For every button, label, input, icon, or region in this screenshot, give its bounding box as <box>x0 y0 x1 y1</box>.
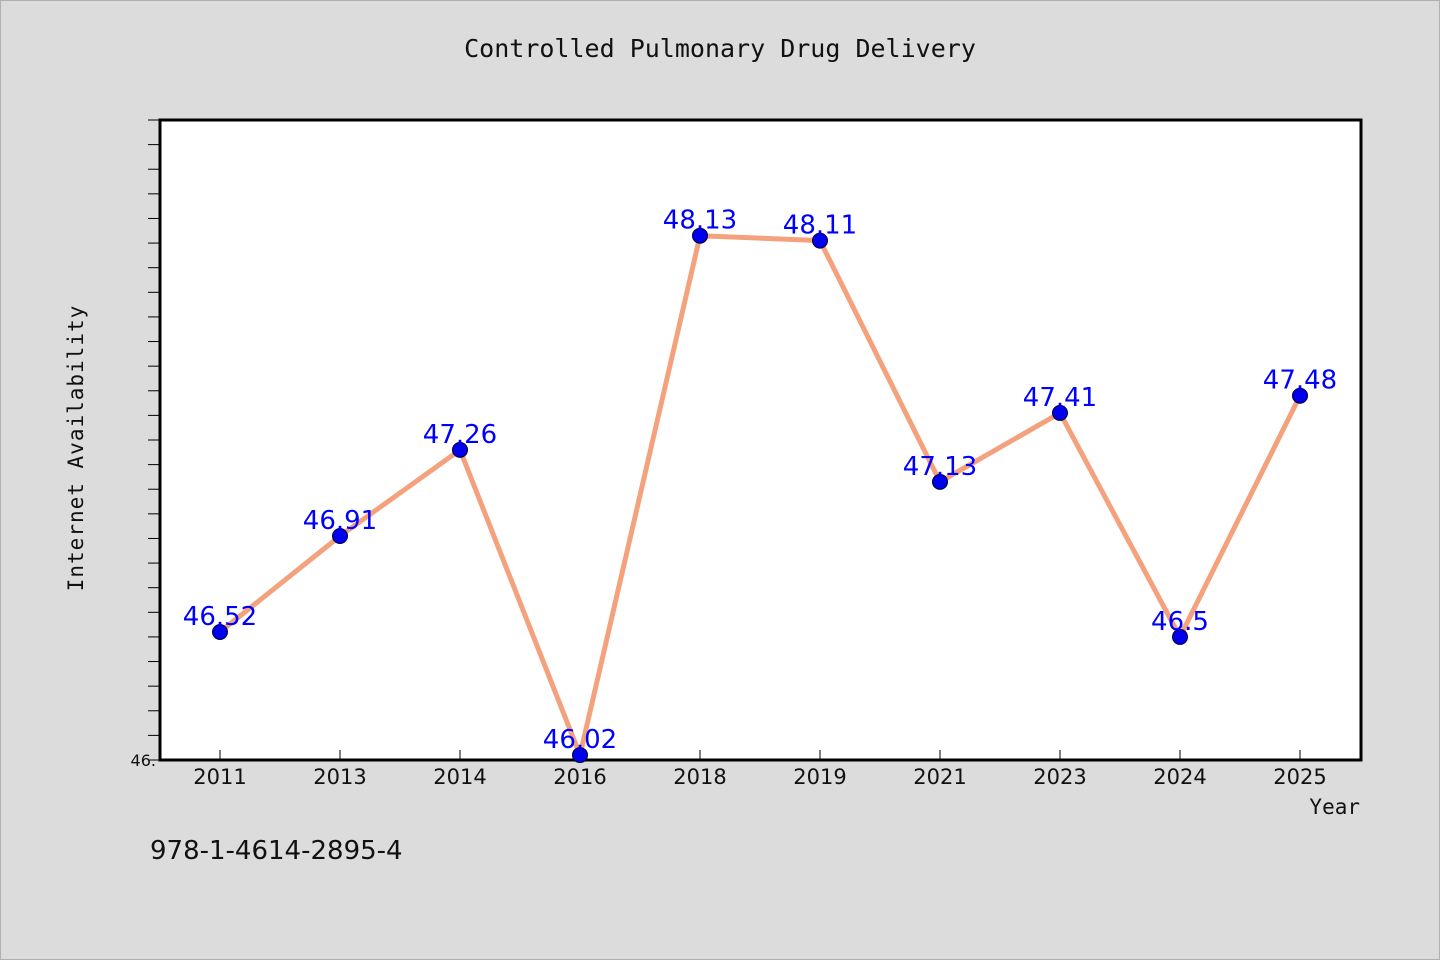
x-tick-label: 2019 <box>793 765 846 789</box>
data-label: 47.41 <box>1023 383 1097 413</box>
footer-code: 978-1-4614-2895-4 <box>150 836 403 866</box>
data-labels-group: 46.52 46.91 47.26 46.02 48.13 48.11 47.13 47.41… <box>183 206 1337 755</box>
x-tick-label: 2011 <box>193 765 246 789</box>
x-tick-label: 2023 <box>1033 765 1086 789</box>
y-axis-ticks: 46. <box>131 119 160 770</box>
chart-title: Controlled Pulmonary Drug Delivery <box>464 34 976 63</box>
data-point <box>812 232 828 249</box>
x-axis-ticks: 2011 2013 2014 2016 2018 2019 2021 2023 2024 2025 <box>193 750 1327 789</box>
data-label: 46.5 <box>1151 607 1209 637</box>
data-label: 47.26 <box>423 420 497 450</box>
data-point <box>1052 404 1068 421</box>
x-tick-label: 2024 <box>1153 765 1206 789</box>
data-point <box>932 473 948 490</box>
data-label: 47.48 <box>1263 366 1337 396</box>
x-tick-label: 2013 <box>313 765 366 789</box>
x-tick-label: 2014 <box>433 765 486 789</box>
data-point <box>212 624 228 640</box>
y-tick-label: 46. <box>131 751 156 770</box>
data-point <box>1172 628 1188 645</box>
x-tick-label: 2025 <box>1273 765 1326 789</box>
data-label: 48.11 <box>783 211 857 241</box>
x-tick-label: 2018 <box>673 765 726 789</box>
series-points-group <box>212 227 1308 764</box>
data-label: 47.13 <box>903 452 977 482</box>
series-line-group <box>217 233 1303 758</box>
data-point <box>1292 387 1308 404</box>
series-line <box>217 233 1303 758</box>
data-point <box>452 441 468 458</box>
data-label: 46.52 <box>183 602 257 632</box>
data-label: 46.02 <box>543 725 617 755</box>
data-point <box>332 528 348 544</box>
data-point <box>692 227 708 244</box>
data-point <box>572 747 588 764</box>
data-label: 48.13 <box>663 206 737 236</box>
x-tick-label: 2016 <box>553 765 606 789</box>
x-tick-label: 2021 <box>913 765 966 789</box>
plot-area <box>158 118 1363 762</box>
data-label: 46.91 <box>303 506 377 536</box>
x-axis-title: Year <box>1309 795 1360 819</box>
